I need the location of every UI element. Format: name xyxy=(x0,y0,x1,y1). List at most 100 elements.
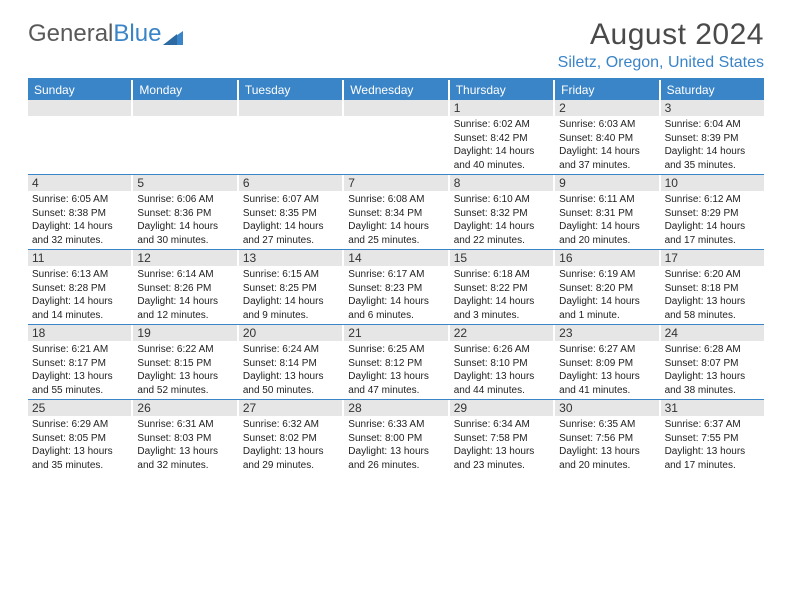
sunset-text: Sunset: 8:22 PM xyxy=(454,282,549,296)
sunset-text: Sunset: 8:20 PM xyxy=(559,282,654,296)
day-cell: Sunrise: 6:11 AMSunset: 8:31 PMDaylight:… xyxy=(555,191,658,249)
daylight-text-1: Daylight: 13 hours xyxy=(348,445,443,459)
sunset-text: Sunset: 8:31 PM xyxy=(559,207,654,221)
day-cell: Sunrise: 6:21 AMSunset: 8:17 PMDaylight:… xyxy=(28,341,131,399)
day-cell: Sunrise: 6:06 AMSunset: 8:36 PMDaylight:… xyxy=(133,191,236,249)
day-number: 25 xyxy=(28,400,131,416)
day-cell: Sunrise: 6:26 AMSunset: 8:10 PMDaylight:… xyxy=(450,341,553,399)
daylight-text-2: and 22 minutes. xyxy=(454,234,549,248)
daylight-text-1: Daylight: 13 hours xyxy=(665,370,760,384)
sunrise-text: Sunrise: 6:24 AM xyxy=(243,343,338,357)
logo-word2: Blue xyxy=(113,20,161,47)
daylight-text-2: and 35 minutes. xyxy=(32,459,127,473)
sunrise-text: Sunrise: 6:35 AM xyxy=(559,418,654,432)
sunrise-text: Sunrise: 6:12 AM xyxy=(665,193,760,207)
day-cell: Sunrise: 6:19 AMSunset: 8:20 PMDaylight:… xyxy=(555,266,658,324)
day-number: 5 xyxy=(133,175,236,191)
daylight-text-1: Daylight: 13 hours xyxy=(243,370,338,384)
day-number: 19 xyxy=(133,325,236,341)
daylight-text-2: and 50 minutes. xyxy=(243,384,338,398)
sunset-text: Sunset: 8:25 PM xyxy=(243,282,338,296)
daylight-text-1: Daylight: 14 hours xyxy=(243,295,338,309)
sunset-text: Sunset: 8:00 PM xyxy=(348,432,443,446)
sunrise-text: Sunrise: 6:25 AM xyxy=(348,343,443,357)
sunrise-text: Sunrise: 6:31 AM xyxy=(137,418,232,432)
day-number: 29 xyxy=(450,400,553,416)
daylight-text-1: Daylight: 14 hours xyxy=(665,145,760,159)
daylight-text-2: and 25 minutes. xyxy=(348,234,443,248)
sunrise-text: Sunrise: 6:14 AM xyxy=(137,268,232,282)
sunset-text: Sunset: 8:35 PM xyxy=(243,207,338,221)
empty-day-number xyxy=(344,100,447,116)
day-cell: Sunrise: 6:17 AMSunset: 8:23 PMDaylight:… xyxy=(344,266,447,324)
daylight-text-2: and 32 minutes. xyxy=(137,459,232,473)
day-number: 1 xyxy=(450,100,553,116)
sunrise-text: Sunrise: 6:20 AM xyxy=(665,268,760,282)
daylight-text-1: Daylight: 13 hours xyxy=(665,295,760,309)
daylight-text-1: Daylight: 14 hours xyxy=(32,220,127,234)
sunrise-text: Sunrise: 6:02 AM xyxy=(454,118,549,132)
day-number: 12 xyxy=(133,250,236,266)
day-cell: Sunrise: 6:14 AMSunset: 8:26 PMDaylight:… xyxy=(133,266,236,324)
logo-word1: General xyxy=(28,20,113,47)
sunrise-text: Sunrise: 6:32 AM xyxy=(243,418,338,432)
daylight-text-1: Daylight: 14 hours xyxy=(348,220,443,234)
day-cell: Sunrise: 6:04 AMSunset: 8:39 PMDaylight:… xyxy=(661,116,764,174)
weekday-header: Tuesday xyxy=(239,80,342,100)
daydata-row: Sunrise: 6:13 AMSunset: 8:28 PMDaylight:… xyxy=(28,266,764,324)
daylight-text-1: Daylight: 13 hours xyxy=(32,445,127,459)
day-cell: Sunrise: 6:10 AMSunset: 8:32 PMDaylight:… xyxy=(450,191,553,249)
sunrise-text: Sunrise: 6:15 AM xyxy=(243,268,338,282)
sunset-text: Sunset: 8:23 PM xyxy=(348,282,443,296)
daylight-text-1: Daylight: 13 hours xyxy=(559,445,654,459)
day-number: 27 xyxy=(239,400,342,416)
daynum-row: 18192021222324 xyxy=(28,325,764,341)
daylight-text-1: Daylight: 14 hours xyxy=(137,295,232,309)
weekday-header: Thursday xyxy=(450,80,553,100)
sunset-text: Sunset: 8:15 PM xyxy=(137,357,232,371)
day-number: 14 xyxy=(344,250,447,266)
day-cell: Sunrise: 6:12 AMSunset: 8:29 PMDaylight:… xyxy=(661,191,764,249)
day-number: 11 xyxy=(28,250,131,266)
sunrise-text: Sunrise: 6:06 AM xyxy=(137,193,232,207)
sunset-text: Sunset: 8:26 PM xyxy=(137,282,232,296)
day-cell: Sunrise: 6:32 AMSunset: 8:02 PMDaylight:… xyxy=(239,416,342,474)
daylight-text-1: Daylight: 13 hours xyxy=(454,445,549,459)
daylight-text-2: and 23 minutes. xyxy=(454,459,549,473)
sunrise-text: Sunrise: 6:33 AM xyxy=(348,418,443,432)
weekday-header-row: SundayMondayTuesdayWednesdayThursdayFrid… xyxy=(28,80,764,100)
sunrise-text: Sunrise: 6:28 AM xyxy=(665,343,760,357)
sunset-text: Sunset: 8:40 PM xyxy=(559,132,654,146)
sunrise-text: Sunrise: 6:11 AM xyxy=(559,193,654,207)
sunset-text: Sunset: 8:12 PM xyxy=(348,357,443,371)
logo: GeneralBlue xyxy=(28,20,183,48)
day-cell: Sunrise: 6:33 AMSunset: 8:00 PMDaylight:… xyxy=(344,416,447,474)
daylight-text-2: and 52 minutes. xyxy=(137,384,232,398)
day-cell: Sunrise: 6:27 AMSunset: 8:09 PMDaylight:… xyxy=(555,341,658,399)
empty-day-number xyxy=(28,100,131,116)
day-number: 30 xyxy=(555,400,658,416)
sunset-text: Sunset: 8:38 PM xyxy=(32,207,127,221)
daynum-row: 25262728293031 xyxy=(28,400,764,416)
daylight-text-2: and 55 minutes. xyxy=(32,384,127,398)
daylight-text-1: Daylight: 14 hours xyxy=(348,295,443,309)
day-cell: Sunrise: 6:25 AMSunset: 8:12 PMDaylight:… xyxy=(344,341,447,399)
daylight-text-1: Daylight: 13 hours xyxy=(32,370,127,384)
day-cell: Sunrise: 6:02 AMSunset: 8:42 PMDaylight:… xyxy=(450,116,553,174)
sunrise-text: Sunrise: 6:17 AM xyxy=(348,268,443,282)
sunset-text: Sunset: 8:29 PM xyxy=(665,207,760,221)
sunset-text: Sunset: 7:58 PM xyxy=(454,432,549,446)
day-number: 20 xyxy=(239,325,342,341)
daylight-text-2: and 29 minutes. xyxy=(243,459,338,473)
sunset-text: Sunset: 7:55 PM xyxy=(665,432,760,446)
daylight-text-1: Daylight: 13 hours xyxy=(665,445,760,459)
daynum-row: 45678910 xyxy=(28,175,764,191)
empty-day-cell xyxy=(344,116,447,174)
sunrise-text: Sunrise: 6:37 AM xyxy=(665,418,760,432)
day-cell: Sunrise: 6:18 AMSunset: 8:22 PMDaylight:… xyxy=(450,266,553,324)
day-cell: Sunrise: 6:37 AMSunset: 7:55 PMDaylight:… xyxy=(661,416,764,474)
day-number: 28 xyxy=(344,400,447,416)
empty-day-cell xyxy=(28,116,131,174)
daylight-text-2: and 12 minutes. xyxy=(137,309,232,323)
sunset-text: Sunset: 8:14 PM xyxy=(243,357,338,371)
